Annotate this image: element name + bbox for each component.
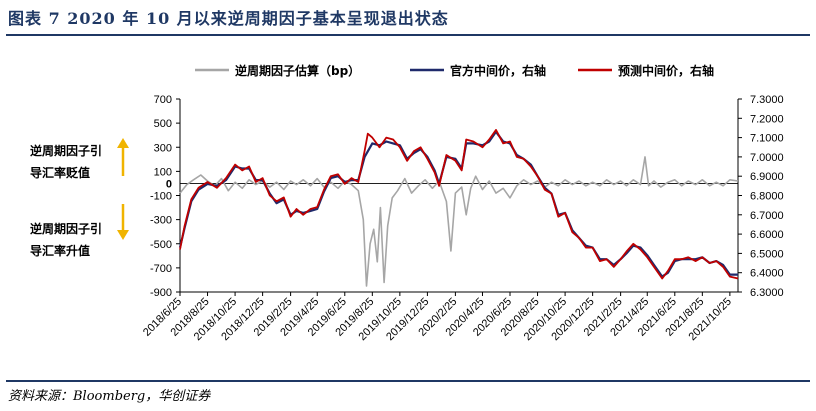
y-right-tick-label: 6.4000 (750, 268, 784, 280)
annotation-depreciation: 逆周期因子引 导汇率贬值 (30, 140, 102, 184)
axes: 700 500 300 100 -100 -300 -500 -700 -900 0 7.3000 7… (141, 94, 784, 343)
footer-rule (6, 380, 810, 382)
y-left-tick-label: 700 (154, 94, 172, 106)
y-left-tick-label: 300 (154, 142, 172, 154)
y-right-tick-label: 7.3000 (750, 94, 784, 106)
y-left-tick-label: -100 (150, 191, 172, 203)
y-left-tick-label: -700 (150, 263, 172, 275)
y-left-tick-label: -900 (150, 287, 172, 299)
annotation-depreciation-line2: 导汇率贬值 (30, 166, 91, 180)
legend-label-1: 官方中间价，右轴 (450, 63, 546, 78)
y-right-tick-label: 6.6000 (750, 229, 784, 241)
source-note: 资料来源：Bloomberg，华创证券 (8, 389, 211, 404)
y-left-tick-label: 500 (154, 118, 172, 130)
annotation-appreciation: 逆周期因子引 导汇率升值 (30, 218, 102, 262)
y-left-zero-label: 0 (166, 178, 172, 190)
y-right-tick-label: 6.7000 (750, 210, 784, 222)
y-left-tick-label: -300 (150, 215, 172, 227)
annotation-appreciation-line1: 逆周期因子引 (30, 222, 103, 236)
y-left-tick-label: 100 (154, 166, 172, 178)
legend: 逆周期因子估算（bp） 官方中间价，右轴 预测中间价，右轴 (195, 63, 714, 78)
title-rule (6, 34, 810, 36)
arrow-up-head-icon (117, 138, 129, 148)
legend-label-0: 逆周期因子估算（bp） (235, 63, 360, 78)
legend-label-2: 预测中间价，右轴 (618, 63, 714, 78)
series-line-2 (179, 129, 739, 280)
y-right-tick-label: 6.9000 (750, 171, 784, 183)
series-line-0 (179, 156, 739, 287)
chart-title: 图表 7 2020 年 10 月以来逆周期因子基本呈现退出状态 (8, 9, 449, 28)
arrow-down-head-icon (117, 230, 129, 240)
y-right-tick-label: 6.5000 (750, 248, 784, 260)
y-right-tick-label: 6.3000 (750, 287, 784, 299)
y-left-tick-label: -500 (150, 239, 172, 251)
y-right-tick-label: 7.2000 (750, 113, 784, 125)
annotation-appreciation-line2: 导汇率升值 (30, 244, 91, 258)
y-right-tick-label: 7.1000 (750, 133, 784, 145)
annotation-depreciation-line1: 逆周期因子引 (30, 144, 103, 158)
y-right-tick-label: 6.8000 (750, 191, 784, 203)
annotation-arrows (117, 138, 129, 240)
series-line-1 (178, 130, 738, 278)
series-lines (178, 129, 739, 287)
y-right-tick-label: 7.0000 (750, 152, 784, 164)
